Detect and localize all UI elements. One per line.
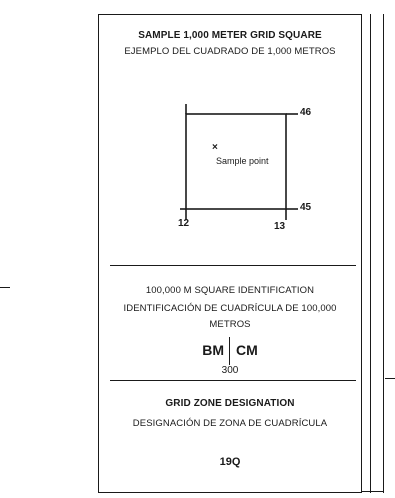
square-letters-separator (229, 337, 230, 365)
grid-label-west: 12 (178, 218, 190, 229)
grid-label-east: 13 (274, 221, 286, 232)
grid-zone-value: 19Q (219, 456, 241, 468)
grid-reference-panel (98, 14, 362, 493)
grid-label-south: 45 (300, 202, 312, 213)
grid-zone-title: GRID ZONE DESIGNATION (165, 398, 295, 409)
square-id-subtitle-line1: IDENTIFICACIÓN DE CUADRÍCULA DE 100,000 (123, 303, 337, 314)
grid-zone-subtitle: DESIGNACIÓN DE ZONA DE CUADRÍCULA (132, 418, 328, 429)
sample-point-label: Sample point (216, 156, 269, 166)
square-letters: BM CM (98, 337, 362, 367)
square-id-subtitle-line2: METROS (209, 319, 251, 330)
grid-label-north: 46 (300, 107, 312, 118)
square-letters-right: CM (236, 342, 258, 358)
margin-tick-left (0, 287, 10, 288)
edge-line-inner (370, 14, 371, 493)
sample-square-subtitle: EJEMPLO DEL CUADRADO DE 1,000 METROS (124, 46, 336, 57)
square-id-title: 100,000 M SQUARE IDENTIFICATION (145, 285, 315, 296)
edge-tick-right (385, 378, 395, 379)
section-divider-1 (110, 265, 356, 266)
square-id-value: 300 (221, 365, 239, 376)
edge-line-outer (383, 14, 384, 493)
grid-square-diagram (180, 104, 298, 220)
section-divider-2 (110, 380, 356, 381)
edge-bottom-line (362, 491, 384, 492)
grid-square-outline (185, 113, 287, 210)
square-letters-left: BM (202, 342, 224, 358)
sample-point-mark: × (212, 142, 218, 153)
sample-square-title: SAMPLE 1,000 METER GRID SQUARE (138, 30, 322, 41)
